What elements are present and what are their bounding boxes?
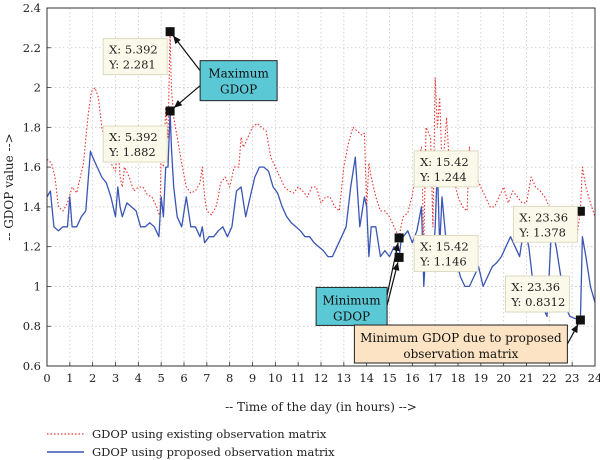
datatip-y: Y: 1.244 — [419, 170, 467, 184]
arrow-head — [571, 324, 579, 334]
x-tick-label: 20 — [496, 371, 511, 385]
x-tick-label: 6 — [180, 371, 187, 385]
maximum-callout-box — [199, 60, 278, 102]
x-tick-label: 14 — [359, 371, 374, 385]
datatip-box — [413, 150, 479, 188]
maximum-callout-text: GDOP — [220, 83, 257, 97]
x-tick-label: 4 — [135, 371, 142, 385]
y-tick-label: 0.8 — [23, 319, 41, 333]
y-tick-labels: 0.6 0.8 1 1.2 1.4 1.6 1.8 2 2.2 2.4 — [23, 1, 41, 373]
y-tick-label: 2.4 — [23, 1, 41, 15]
y-tick-label: 1.4 — [23, 200, 41, 214]
datapoint-marker — [165, 27, 175, 37]
y-tick-label: 1.6 — [23, 160, 41, 174]
proposed-callout-box — [353, 324, 568, 364]
arrow-head — [173, 35, 181, 45]
y-tick-label: 0.6 — [23, 359, 41, 373]
y-axis-label: -- GDOP value --> — [2, 133, 16, 240]
x-tick-label: 23 — [565, 371, 580, 385]
x-tick-label: 13 — [337, 371, 352, 385]
datatip-y: Y: 1.378 — [518, 225, 566, 239]
series-lines — [46, 31, 596, 321]
datatip-box — [512, 205, 578, 243]
datatip-y: Y: 2.281 — [108, 58, 156, 72]
y-tick-label: 2.2 — [23, 41, 41, 55]
datatip-box — [504, 275, 570, 313]
datatip-x: X: 23.36 — [511, 280, 560, 294]
datatip-x: X: 5.392 — [109, 130, 158, 144]
arrow-head — [173, 99, 183, 108]
datatip-box — [413, 235, 479, 272]
legend: GDOP using existing observation matrix G… — [47, 427, 335, 459]
proposed-callout-text: observation matrix — [403, 347, 518, 361]
datatip-box — [102, 38, 168, 76]
x-tick-label: 12 — [314, 371, 329, 385]
x-tick-label: 24 — [588, 371, 600, 385]
x-tick-label: 0 — [43, 371, 50, 385]
x-tick-label: 9 — [249, 371, 256, 385]
y-tick-label: 2 — [34, 81, 41, 95]
x-tick-label: 8 — [226, 371, 233, 385]
x-tick-label: 19 — [474, 371, 489, 385]
x-tick-label: 21 — [519, 371, 534, 385]
x-tick-labels: 0 1 2 3 4 5 6 7 8 9 10 11 12 13 14 15 16 17 18 19 20 21 22 23 24 — [43, 371, 600, 385]
datapoint-marker — [394, 252, 404, 262]
datatip-x: X: 23.36 — [519, 210, 568, 224]
datatip-x: X: 15.42 — [420, 155, 469, 169]
datatip-box — [102, 125, 168, 163]
datapoint-markers — [165, 27, 585, 325]
x-tick-label: 5 — [158, 371, 165, 385]
arrow-head — [392, 262, 400, 271]
proposed-callout-text: Minimum GDOP due to proposed — [360, 331, 562, 345]
datapoint-marker — [394, 233, 404, 243]
datatip-y: Y: 1.882 — [108, 145, 156, 159]
datapoint-marker — [575, 206, 585, 216]
minimum-callout-text: Minimum — [322, 293, 381, 307]
arrow-line — [386, 242, 399, 296]
datapoint-marker — [165, 106, 175, 116]
y-tick-label: 1 — [34, 279, 41, 293]
x-axis-label: -- Time of the day (in hours) --> — [225, 400, 417, 414]
series-line-proposed — [46, 110, 596, 321]
datatip-x: X: 15.42 — [420, 239, 469, 253]
x-tick-label: 16 — [405, 371, 420, 385]
datapoint-marker — [575, 315, 585, 325]
legend-label-proposed: GDOP using proposed observation matrix — [92, 445, 335, 459]
maximum-callout-text: Maximum — [208, 67, 269, 81]
x-tick-label: 1 — [66, 371, 73, 385]
datatip-y: Y: 1.146 — [419, 254, 467, 268]
legend-label-existing: GDOP using existing observation matrix — [92, 427, 327, 441]
datatip-y: Y: 0.8312 — [510, 295, 565, 309]
y-tick-label: 1.2 — [23, 240, 41, 254]
series-line-existing — [46, 31, 596, 248]
datatip-x: X: 5.392 — [109, 43, 158, 57]
x-tick-label: 22 — [542, 371, 557, 385]
x-tick-label: 17 — [428, 371, 443, 385]
callouts: Maximum GDOP Minimum GDOP Minimum GDOP due t… — [199, 60, 568, 364]
minimum-callout-text: GDOP — [333, 309, 370, 323]
x-tick-label: 2 — [89, 371, 96, 385]
x-tick-label: 11 — [291, 371, 306, 385]
x-tick-label: 7 — [203, 371, 210, 385]
x-tick-label: 10 — [268, 371, 283, 385]
arrow-head — [393, 242, 400, 252]
x-tick-label: 15 — [382, 371, 397, 385]
y-tick-label: 1.8 — [23, 120, 41, 134]
plot-frame — [46, 7, 596, 367]
x-tick-label: 18 — [451, 371, 466, 385]
minimum-callout-box — [315, 286, 388, 326]
x-tick-label: 3 — [112, 371, 119, 385]
annotation-arrows — [172, 35, 579, 345]
